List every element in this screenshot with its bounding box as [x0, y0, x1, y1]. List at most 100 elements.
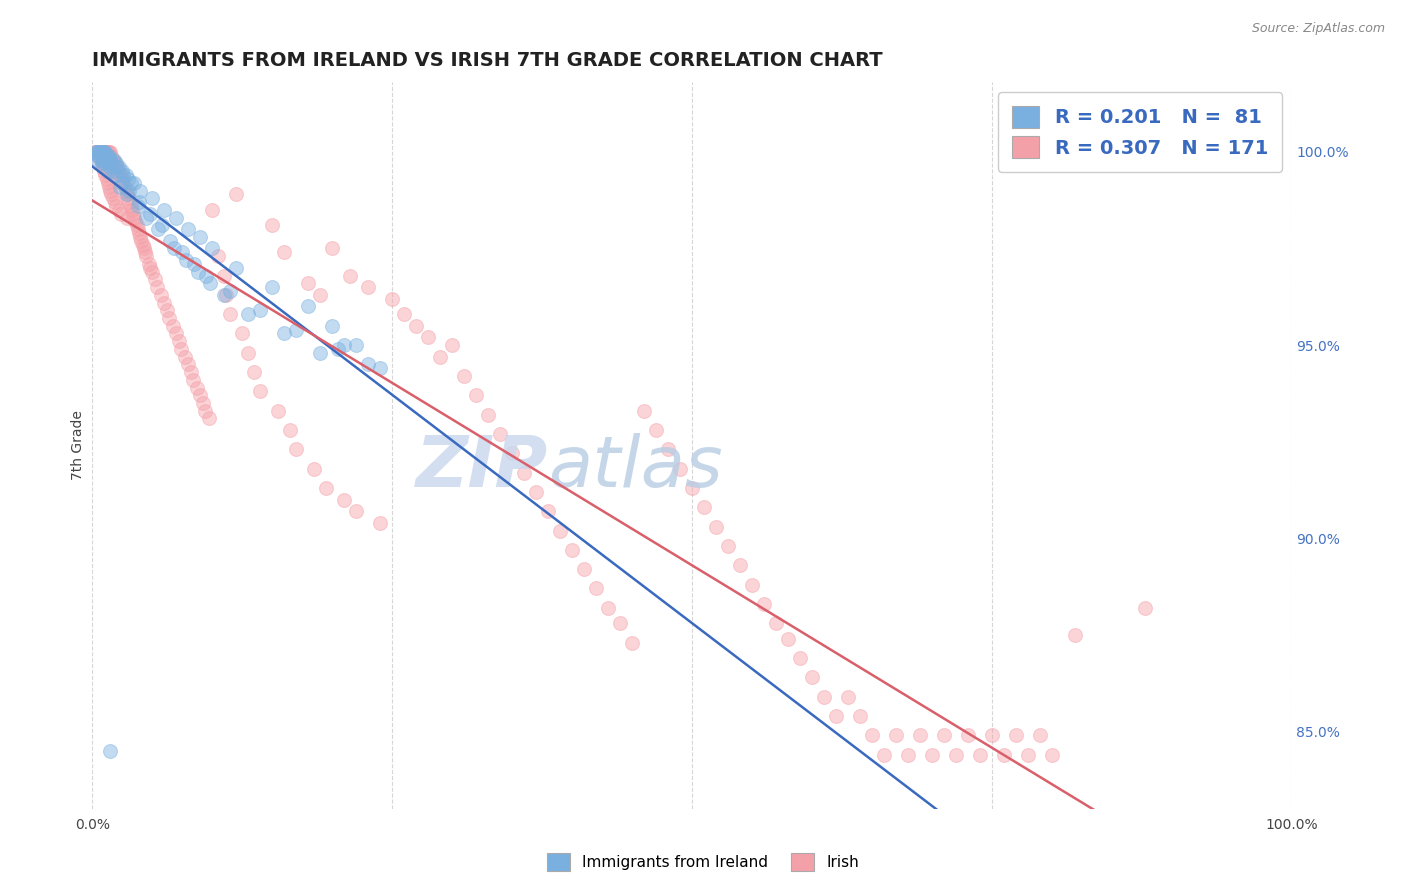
Point: [100, 156, 122, 170]
Point: [118, 184, 141, 198]
Point: [122, 211, 145, 225]
Point: [98, 184, 121, 198]
Point: [513, 466, 536, 480]
Point: [165, 211, 187, 225]
Point: [188, 388, 211, 402]
Point: [173, 350, 195, 364]
Point: [86, 145, 108, 159]
Point: [101, 164, 124, 178]
Point: [897, 747, 920, 762]
Point: [633, 403, 655, 417]
Point: [121, 202, 143, 217]
Point: [489, 426, 512, 441]
Point: [128, 195, 150, 210]
Point: [129, 184, 152, 198]
Point: [219, 284, 242, 298]
Point: [585, 582, 607, 596]
Point: [143, 272, 166, 286]
Point: [134, 245, 156, 260]
Point: [94, 145, 117, 159]
Point: [249, 303, 271, 318]
Point: [101, 153, 124, 167]
Point: [128, 226, 150, 240]
Point: [207, 249, 229, 263]
Point: [111, 172, 134, 186]
Point: [596, 600, 619, 615]
Point: [197, 411, 219, 425]
Point: [122, 207, 145, 221]
Legend: R = 0.201   N =  81, R = 0.307   N = 171: R = 0.201 N = 81, R = 0.307 N = 171: [998, 92, 1282, 172]
Point: [344, 504, 367, 518]
Point: [315, 481, 337, 495]
Point: [105, 164, 128, 178]
Point: [96, 172, 118, 186]
Point: [285, 323, 308, 337]
Point: [183, 257, 205, 271]
Point: [100, 187, 122, 202]
Point: [163, 242, 186, 256]
Point: [260, 219, 283, 233]
Y-axis label: 7th Grade: 7th Grade: [72, 410, 86, 481]
Point: [124, 214, 146, 228]
Point: [135, 211, 157, 225]
Point: [84, 145, 107, 159]
Point: [297, 300, 319, 314]
Point: [91, 153, 114, 167]
Point: [90, 156, 112, 170]
Point: [115, 211, 138, 225]
Point: [86, 145, 108, 159]
Point: [191, 396, 214, 410]
Point: [201, 202, 224, 217]
Point: [212, 288, 235, 302]
Text: ZIP: ZIP: [416, 433, 548, 502]
Point: [107, 164, 129, 178]
Point: [167, 334, 190, 349]
Point: [127, 222, 149, 236]
Point: [98, 156, 121, 170]
Point: [644, 423, 666, 437]
Point: [860, 728, 883, 742]
Point: [135, 249, 157, 263]
Point: [110, 207, 132, 221]
Point: [180, 365, 202, 379]
Point: [114, 168, 136, 182]
Point: [107, 202, 129, 217]
Point: [114, 184, 136, 198]
Point: [1064, 628, 1087, 642]
Point: [93, 149, 115, 163]
Point: [104, 156, 127, 170]
Legend: Immigrants from Ireland, Irish: Immigrants from Ireland, Irish: [541, 847, 865, 877]
Point: [157, 311, 180, 326]
Point: [225, 260, 247, 275]
Point: [93, 145, 115, 159]
Point: [96, 145, 118, 159]
Point: [309, 288, 332, 302]
Point: [333, 338, 356, 352]
Point: [131, 234, 153, 248]
Point: [98, 179, 121, 194]
Point: [260, 280, 283, 294]
Point: [357, 280, 380, 294]
Point: [87, 145, 110, 159]
Point: [122, 176, 145, 190]
Point: [765, 616, 787, 631]
Point: [103, 156, 125, 170]
Point: [112, 176, 135, 190]
Point: [120, 199, 142, 213]
Point: [392, 307, 415, 321]
Point: [105, 168, 128, 182]
Point: [101, 191, 124, 205]
Point: [131, 237, 153, 252]
Point: [89, 145, 111, 159]
Text: atlas: atlas: [548, 433, 723, 502]
Point: [98, 744, 121, 758]
Text: Source: ZipAtlas.com: Source: ZipAtlas.com: [1251, 22, 1385, 36]
Point: [741, 577, 763, 591]
Point: [537, 504, 560, 518]
Point: [94, 145, 117, 159]
Point: [98, 145, 121, 159]
Point: [416, 330, 439, 344]
Point: [117, 172, 139, 186]
Point: [405, 318, 427, 333]
Point: [177, 222, 200, 236]
